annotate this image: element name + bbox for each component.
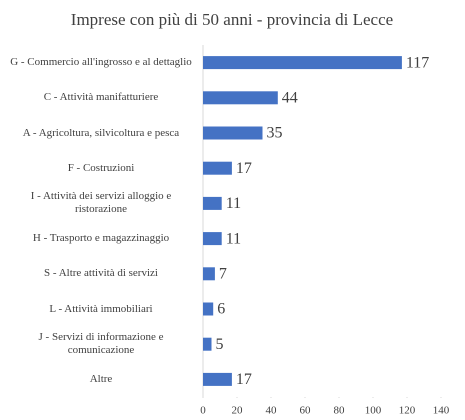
bar [203,196,222,210]
bar [203,302,214,316]
data-label: 17 [236,160,252,177]
bar [203,91,278,105]
x-tick-label: 120 [399,405,416,417]
bar [203,372,232,386]
data-label: 11 [226,195,241,212]
bar [203,337,212,351]
data-label: 44 [282,89,298,106]
y-tick-label: Altre [89,372,113,385]
bar [203,161,232,175]
data-label: 35 [267,125,283,142]
x-tick-label: 20 [232,405,244,417]
x-tick-label: 100 [365,405,382,417]
data-label: 17 [236,371,252,388]
data-label: 5 [216,336,224,353]
y-tick-label: I - Attività dei servizi alloggio e rist… [30,190,172,216]
bar [203,56,402,70]
x-tick-label: 60 [300,405,312,417]
bar [203,267,215,281]
chart-title: Imprese con più di 50 anni - provincia d… [71,10,393,29]
y-tick-label: A - Agricoltura, silvicoltura e pesca [22,126,180,139]
x-tick-label: 40 [266,405,278,417]
y-tick-label: C - Attività manifatturiere [43,91,159,104]
y-tick-label: H - Trasporto e magazzinaggio [32,232,170,245]
bar [203,126,263,140]
data-label: 6 [217,301,225,318]
data-label: 11 [226,230,241,247]
x-tick-label: 80 [334,405,346,417]
bar [203,232,222,246]
y-tick-label: S - Altre attività di servizi [44,267,158,280]
data-label: 7 [219,265,227,282]
y-tick-label: L - Attività immobiliari [49,302,153,315]
data-label: 117 [406,54,429,71]
y-tick-label: J - Servizi di informazione e comunicazi… [38,331,164,357]
x-tick-label: 0 [200,405,206,417]
y-tick-label: F - Costruzioni [67,161,135,174]
x-tick-label: 140 [433,405,450,417]
y-tick-label: G - Commercio all'ingrosso e al dettagli… [10,56,192,69]
